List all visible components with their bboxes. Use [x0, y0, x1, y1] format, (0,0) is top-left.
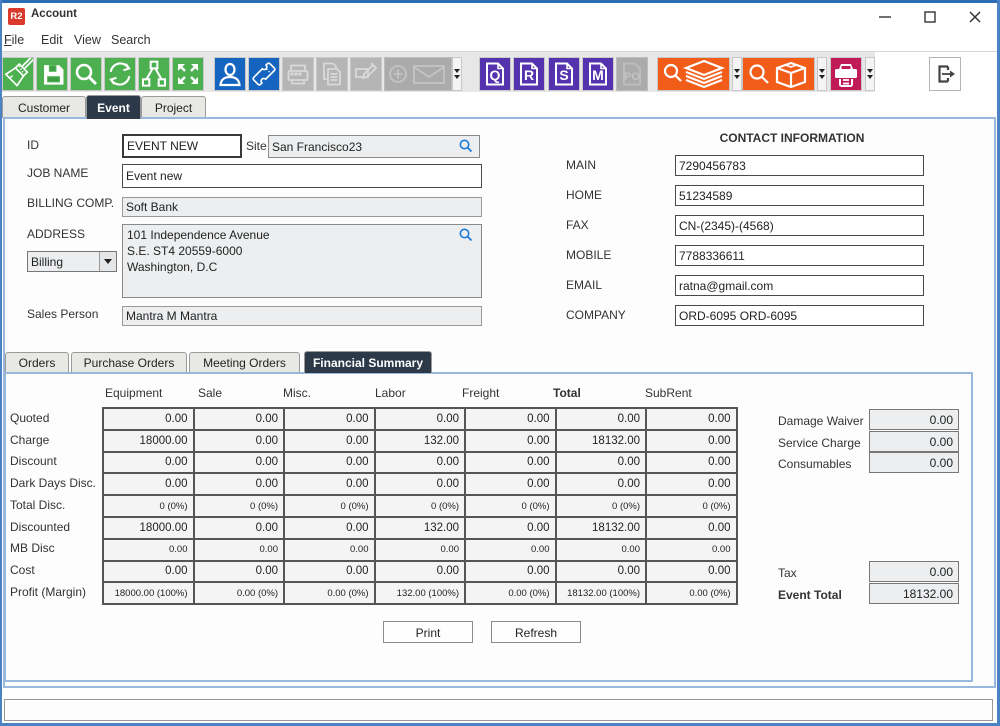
svg-text:R: R: [524, 67, 534, 83]
svg-text:M: M: [592, 67, 604, 83]
svg-text:S: S: [559, 67, 568, 83]
svg-text:Q: Q: [490, 67, 501, 83]
svg-text:PO: PO: [624, 71, 640, 83]
